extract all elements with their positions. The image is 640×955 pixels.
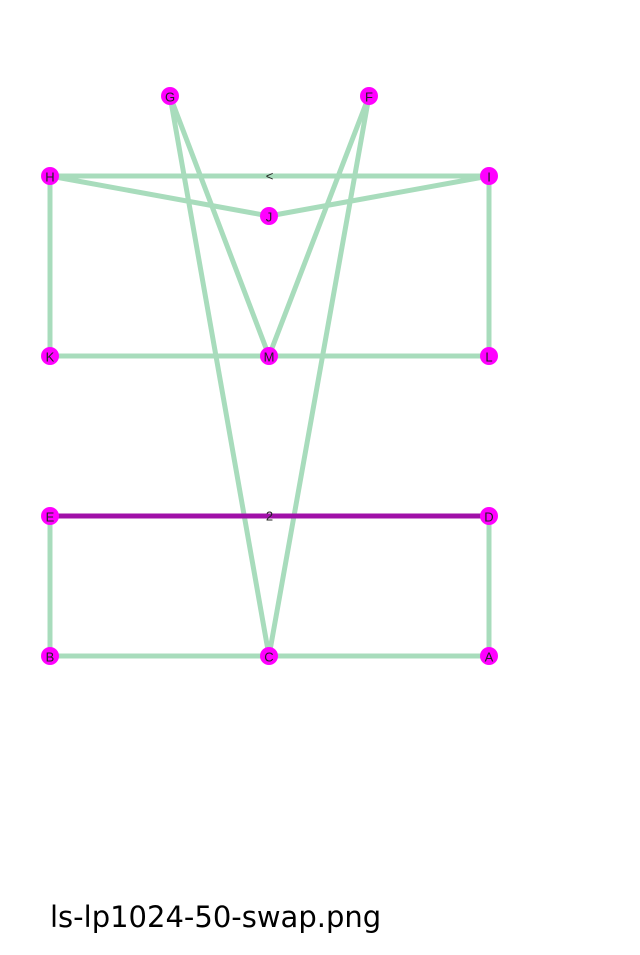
node-l: L [480,347,498,365]
node-circle-e [41,507,59,525]
node-f: F [360,87,378,105]
nodes-layer: G F H I J K M L E D B C A [41,87,498,665]
edges-layer [47,93,492,659]
node-j: J [260,207,278,225]
node-label-g: G [165,90,175,105]
node-circle-f [360,87,378,105]
node-h: H [41,167,59,185]
node-circle-l [480,347,498,365]
node-label-i: I [487,170,491,185]
node-circle-j [260,207,278,225]
node-b: B [41,647,59,665]
edge-g-c [167,93,272,659]
edge-label-h-i: < [266,169,274,184]
node-label-l: L [485,350,492,365]
node-e: E [41,507,59,525]
node-circle-m [260,347,278,365]
edge-j-i [266,173,492,219]
node-circle-c [260,647,278,665]
node-circle-b [41,647,59,665]
image-filename-caption: ls-lp1024-50-swap.png [50,900,382,934]
edge-f-c [266,93,372,659]
node-label-e: E [46,510,55,525]
edge-h-j [47,173,272,219]
node-g: G [161,87,179,105]
node-c: C [260,647,278,665]
node-a: A [480,647,498,665]
node-label-m: M [264,350,275,365]
node-label-d: D [484,510,493,525]
node-i: I [480,167,498,185]
node-label-b: B [46,650,55,665]
node-circle-d [480,507,498,525]
node-label-k: K [46,350,55,365]
node-m: M [260,347,278,365]
node-circle-a [480,647,498,665]
edge-labels-layer: <2 [266,169,274,524]
edge-g-m [167,93,272,359]
node-label-a: A [485,650,494,665]
node-k: K [41,347,59,365]
edge-f-m [266,93,372,359]
node-label-f: F [365,90,373,105]
node-circle-h [41,167,59,185]
node-circle-g [161,87,179,105]
node-d: D [480,507,498,525]
node-circle-k [41,347,59,365]
node-circle-i [480,167,498,185]
node-label-h: H [45,170,54,185]
node-label-c: C [264,650,273,665]
node-label-j: J [266,210,273,225]
edge-label-e-d: 2 [266,509,273,524]
